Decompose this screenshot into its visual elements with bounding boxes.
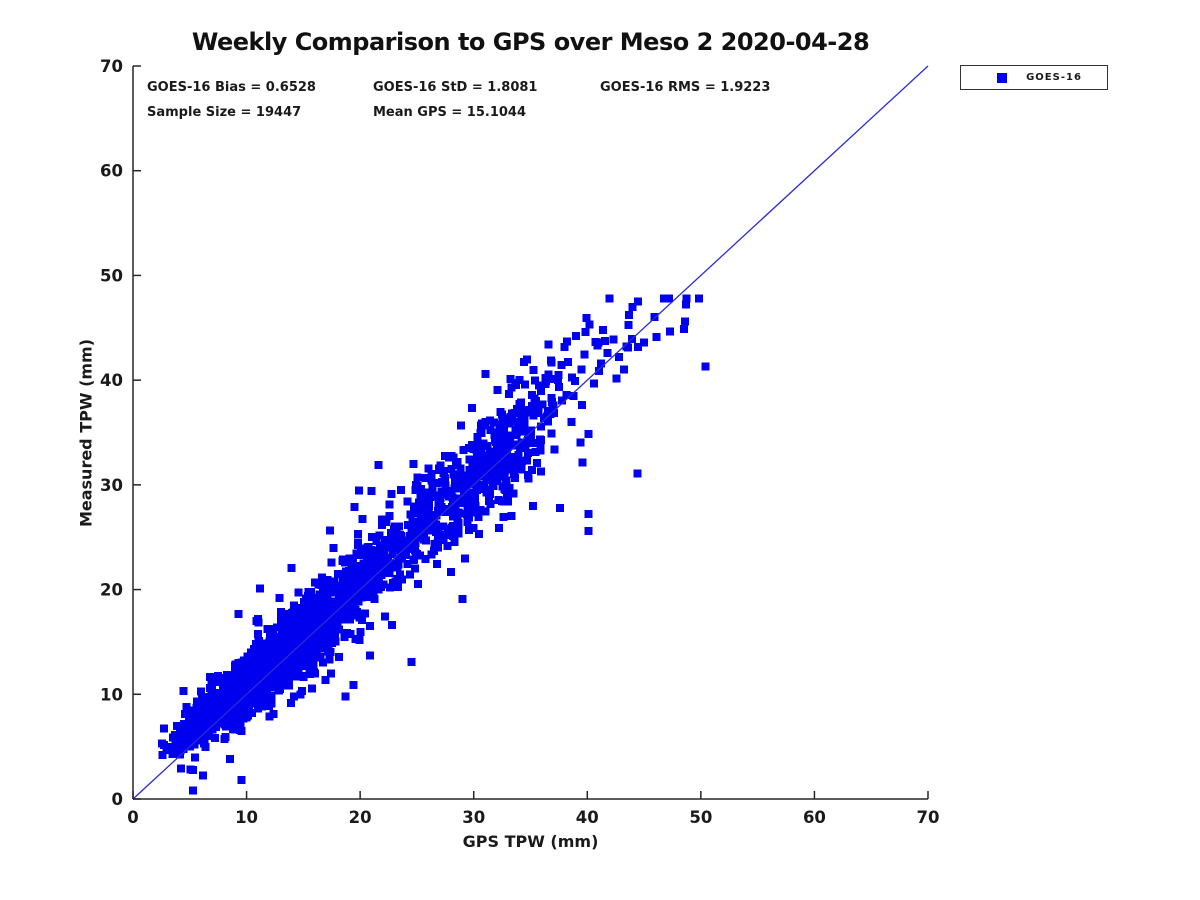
- stat-std: GOES-16 StD = 1.8081: [373, 80, 538, 95]
- axis-tick-labels: 0 10 20 30 40 50 60 70 0 10 20 30 40 50 60 70: [100, 57, 939, 827]
- svg-text:20: 20: [349, 808, 372, 827]
- x-axis-label: GPS TPW (mm): [462, 832, 599, 851]
- svg-text:0: 0: [127, 808, 138, 827]
- svg-text:10: 10: [235, 808, 258, 827]
- svg-text:30: 30: [100, 476, 123, 495]
- y-axis-label: Measured TPW (mm): [76, 338, 96, 528]
- svg-text:70: 70: [917, 808, 940, 827]
- svg-text:50: 50: [100, 266, 123, 285]
- axis-ticks: [132, 65, 929, 800]
- svg-text:60: 60: [100, 162, 123, 181]
- stat-sample-size: Sample Size = 19447: [147, 105, 302, 120]
- chart-title: Weekly Comparison to GPS over Meso 2 202…: [191, 28, 870, 56]
- svg-text:40: 40: [576, 808, 599, 827]
- svg-text:50: 50: [689, 808, 712, 827]
- legend: GOES-16: [960, 65, 1108, 90]
- legend-marker-square-icon: [997, 72, 1007, 83]
- stat-rms: GOES-16 RMS = 1.9223: [600, 80, 771, 95]
- svg-text:10: 10: [100, 685, 123, 704]
- scatter-points: [158, 294, 710, 795]
- legend-entry-label: GOES-16: [1026, 72, 1082, 83]
- svg-text:20: 20: [100, 581, 123, 600]
- svg-text:70: 70: [100, 57, 123, 76]
- svg-text:30: 30: [462, 808, 485, 827]
- svg-text:40: 40: [100, 371, 123, 390]
- svg-text:60: 60: [803, 808, 826, 827]
- one-to-one-line: [132, 65, 929, 800]
- stat-bias: GOES-16 Bias = 0.6528: [147, 80, 316, 95]
- stat-mean-gps: Mean GPS = 15.1044: [373, 105, 527, 120]
- axes-spines: [132, 66, 928, 800]
- svg-text:0: 0: [112, 790, 123, 809]
